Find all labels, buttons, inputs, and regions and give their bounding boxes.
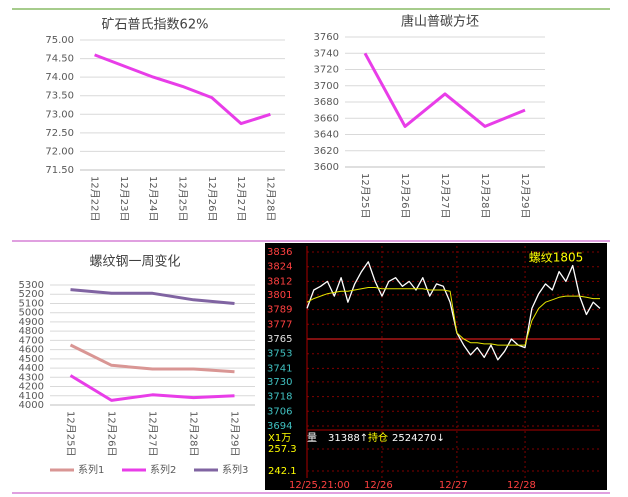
x-tick-label: 12月29日 [229, 411, 241, 456]
y-tick-label: 3836 [267, 247, 292, 258]
chart-title: 螺纹钢一周变化 [89, 254, 180, 270]
volume-text: 持仓 [368, 431, 388, 444]
y-tick-label: 74.50 [45, 54, 74, 65]
legend-label: 系列3 [222, 463, 248, 476]
y-tick-label: 72.00 [45, 146, 74, 157]
x-tick-label: 12月27日 [147, 411, 159, 456]
y-tick-label: 71.50 [45, 165, 74, 176]
y-tick-label: 3789 [267, 305, 292, 316]
series-line [69, 374, 235, 402]
x-tick-label: 12月25日 [177, 176, 189, 221]
series-line [306, 287, 600, 346]
y-tick-label: 3620 [314, 146, 339, 157]
y-tick-label: 4300 [19, 372, 44, 383]
x-tick-label: 12月28日 [264, 176, 276, 221]
y-tick-label: 73.50 [45, 91, 74, 102]
x-tick-label: 12月26日 [106, 411, 118, 456]
chart-title: 螺纹1805 [529, 251, 584, 265]
y-tick-label: 3740 [314, 48, 339, 59]
y-tick-label: 3680 [314, 97, 339, 108]
y-tick-label: 3801 [267, 290, 292, 301]
x-tick-label: 12月27日 [235, 176, 247, 221]
y-tick-label: 75.00 [45, 35, 74, 46]
x-tick-label: 12月26日 [206, 176, 218, 221]
y-tick-label: 3765 [267, 334, 292, 345]
x-tick-label: 12/26 [364, 480, 393, 491]
y-tick-label: 4000 [19, 400, 44, 411]
y-tick-label: 5000 [19, 308, 44, 319]
y-tick-label: 3760 [314, 32, 339, 43]
y2-tick-label: 257.3 [268, 444, 297, 455]
x-tick-label: 12月26日 [399, 173, 411, 218]
x-tick-label: 12/25,21:00 [289, 480, 350, 491]
y-tick-label: 3720 [314, 65, 339, 76]
x-tick-label: 12月25日 [65, 411, 77, 456]
x-tick-label: 12月28日 [479, 173, 491, 218]
x-tick-label: 12月27日 [439, 173, 451, 218]
x-tick-label: 12月25日 [359, 173, 371, 218]
y-tick-label: 3694 [267, 421, 292, 432]
y-tick-label: 73.00 [45, 109, 74, 120]
series-line [70, 288, 235, 305]
volume-text: 量 [307, 432, 317, 444]
y-tick-label: 5300 [19, 280, 44, 291]
series-line [94, 53, 271, 126]
y-tick-label: 4400 [19, 363, 44, 374]
y-tick-label: 3660 [314, 113, 339, 124]
y-tick-label: 4900 [19, 317, 44, 328]
y2-tick-label: 242.1 [268, 466, 297, 477]
y-tick-label: 5200 [19, 289, 44, 300]
legend-label: 系列1 [78, 463, 104, 476]
y-tick-label: 3753 [267, 349, 292, 360]
x-tick-label: 12月22日 [89, 176, 101, 221]
y-tick-label: 3600 [314, 162, 339, 173]
y-tick-label: 4500 [19, 354, 44, 365]
y-tick-label: 3718 [267, 392, 292, 403]
y-tick-label: 3741 [267, 363, 292, 374]
y-tick-label: 3730 [267, 377, 292, 388]
y-tick-label: 74.00 [45, 72, 74, 83]
x-tick-label: 12/27 [439, 480, 468, 491]
x-tick-label: 12/28 [507, 480, 536, 491]
y-tick-label: 4700 [19, 335, 44, 346]
y-tick-label: 3700 [314, 81, 339, 92]
y-tick-label: 4200 [19, 382, 44, 393]
volume-text: 2524270↓ [392, 433, 445, 444]
y-tick-label: 3812 [267, 276, 292, 287]
legend-label: 系列2 [150, 463, 176, 476]
volume-text: X1万 [268, 433, 291, 444]
chart-title: 唐山普碳方坯 [401, 14, 479, 30]
y-tick-label: 5100 [19, 298, 44, 309]
y-tick-label: 3706 [267, 406, 292, 417]
y-tick-label: 4800 [19, 326, 44, 337]
series-line [306, 261, 601, 361]
series-line [69, 343, 235, 374]
series-line [363, 52, 526, 128]
y-tick-label: 4100 [19, 391, 44, 402]
y-tick-label: 72.50 [45, 128, 74, 139]
y-tick-label: 3824 [267, 262, 292, 273]
y-tick-label: 4600 [19, 345, 44, 356]
x-tick-label: 12月29日 [519, 173, 531, 218]
y-tick-label: 3640 [314, 130, 339, 141]
x-tick-label: 12月23日 [118, 176, 130, 221]
x-tick-label: 12月24日 [147, 176, 159, 221]
chart-title: 矿石普氏指数62% [102, 18, 209, 33]
y-tick-label: 3777 [267, 319, 292, 330]
volume-text: 31388↑ [328, 433, 368, 444]
x-tick-label: 12月28日 [188, 411, 200, 456]
